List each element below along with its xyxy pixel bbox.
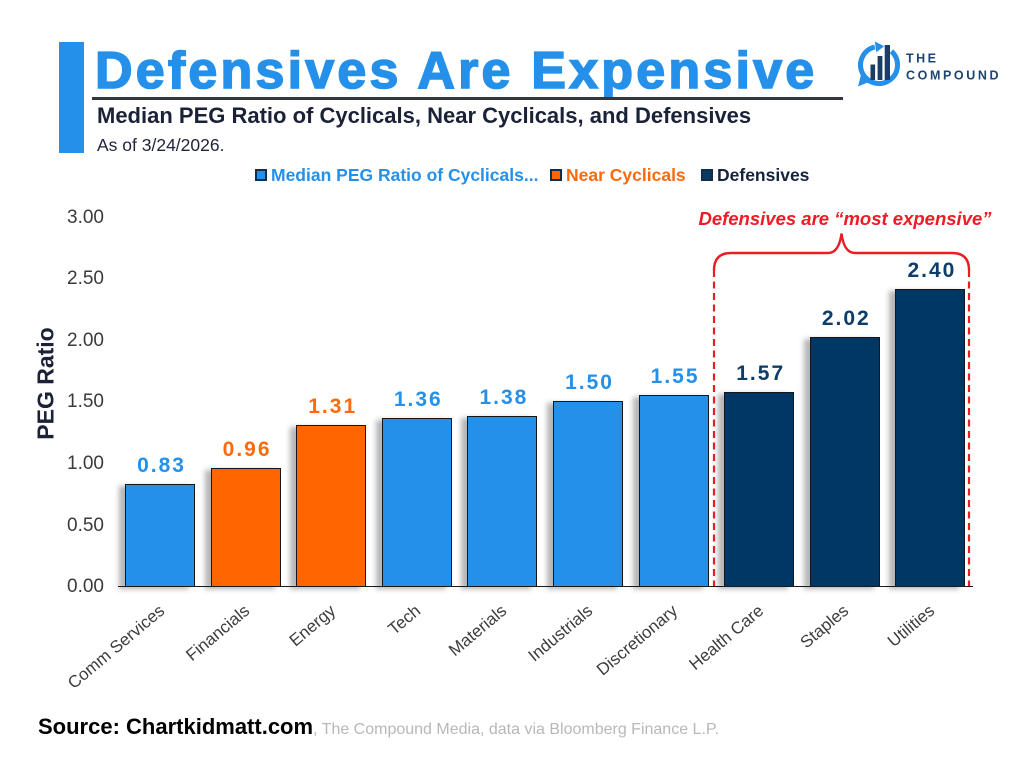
svg-text:THE: THE — [906, 52, 939, 66]
svg-text:COMPOUND: COMPOUND — [906, 69, 1001, 83]
